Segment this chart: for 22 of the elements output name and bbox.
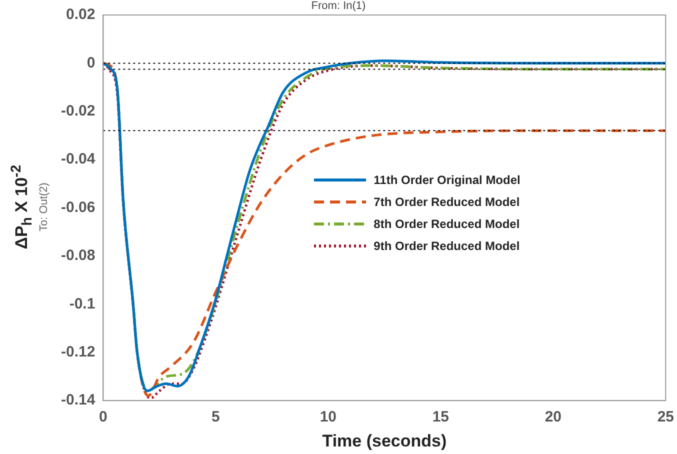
legend-label: 7th Order Reduced Model — [374, 195, 520, 209]
text: To: Out(2) — [38, 182, 50, 232]
x-tick-label: 15 — [432, 408, 450, 426]
x-axis-title: Time (seconds) — [322, 431, 447, 450]
legend-label: 9th Order Reduced Model — [374, 239, 520, 253]
y-tick-label: -0.14 — [60, 392, 96, 409]
x-tick-label: 25 — [657, 408, 674, 426]
legend-label: 11th Order Original Model — [374, 173, 520, 187]
y-tick-label: -0.08 — [60, 247, 96, 264]
x-tick-label: 10 — [320, 408, 337, 426]
y-tick-label: 0 — [86, 54, 96, 72]
x-tick-label: 5 — [212, 408, 220, 426]
y-tick-label: 0.02 — [66, 6, 96, 24]
y-tick-label: -0.02 — [60, 102, 96, 120]
y-tick-label: -0.06 — [60, 198, 96, 216]
y-tick-label: -0.04 — [60, 150, 96, 168]
legend-label: 8th Order Reduced Model — [374, 217, 520, 231]
chart-title: From: In(1) — [311, 0, 366, 12]
x-tick-label: 20 — [544, 408, 562, 426]
x-tick-label: 0 — [99, 408, 108, 426]
y-tick-label: -0.1 — [69, 295, 96, 312]
y-tick-label: -0.12 — [60, 344, 96, 361]
